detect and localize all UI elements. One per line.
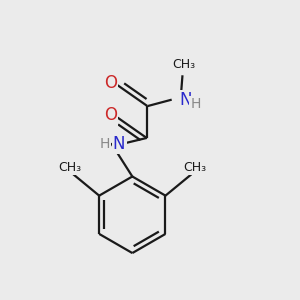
Text: N: N <box>113 134 125 152</box>
Text: O: O <box>104 106 117 124</box>
Text: CH₃: CH₃ <box>172 58 195 71</box>
Text: CH₃: CH₃ <box>183 161 206 174</box>
Text: CH₃: CH₃ <box>58 161 81 174</box>
Text: H: H <box>190 98 201 111</box>
Text: H: H <box>99 136 110 151</box>
Text: N: N <box>179 91 192 109</box>
Text: O: O <box>104 74 117 92</box>
